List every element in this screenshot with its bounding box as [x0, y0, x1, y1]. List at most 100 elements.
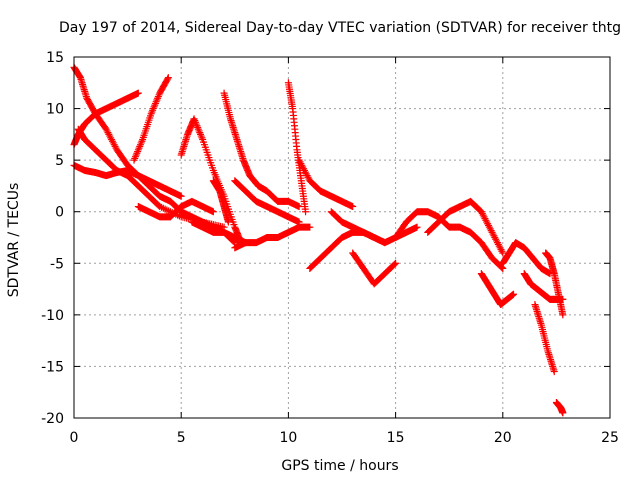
data-point — [559, 409, 567, 417]
data-point — [209, 208, 217, 216]
data-point — [349, 203, 357, 211]
data-series-arc-j — [220, 89, 303, 211]
y-tick-label: 10 — [46, 102, 64, 118]
data-series-arc-s — [424, 197, 507, 257]
data-point — [134, 89, 142, 97]
data-series-arc-n — [295, 156, 357, 211]
data-point — [190, 115, 198, 123]
data-point — [196, 130, 204, 138]
x-tick-label: 5 — [177, 430, 186, 446]
grid-layer — [74, 57, 610, 418]
data-point — [194, 125, 202, 133]
data-point — [152, 98, 160, 106]
data-point — [138, 137, 146, 145]
chart-title: Day 197 of 2014, Sidereal Day-to-day VTE… — [59, 20, 621, 36]
data-series-arc-k — [231, 177, 303, 226]
data-series-arc-y — [552, 399, 567, 417]
data-series-arc-h — [188, 218, 250, 247]
y-tick-label: -5 — [50, 256, 64, 272]
data-point — [306, 223, 314, 231]
data-series-arc-x — [542, 249, 567, 319]
data-series-arc-p — [327, 208, 421, 247]
y-tick-label: 0 — [55, 205, 64, 221]
data-point — [131, 154, 139, 162]
data-point — [193, 122, 201, 130]
x-tick-label: 15 — [387, 430, 405, 446]
data-point — [413, 223, 421, 231]
data-series-arc-q — [349, 249, 400, 288]
data-point — [151, 101, 159, 109]
data-point — [137, 139, 145, 147]
data-point — [392, 259, 400, 267]
data-point — [134, 148, 142, 156]
data-point — [391, 260, 399, 268]
data-series-arc-w — [531, 301, 558, 376]
data-series-arc-t — [477, 270, 518, 309]
data-point — [198, 134, 206, 142]
data-point — [134, 146, 142, 154]
data-point — [164, 74, 172, 82]
data-point — [510, 290, 518, 298]
x-tick-label: 0 — [70, 430, 79, 446]
x-tick-label: 10 — [279, 430, 297, 446]
data-series-arc-m — [284, 79, 310, 216]
data-point — [132, 151, 140, 159]
data-point — [133, 149, 141, 157]
data-point — [150, 103, 158, 111]
data-point — [131, 153, 139, 161]
data-series-arc-i — [209, 177, 232, 226]
data-point — [192, 120, 200, 128]
data-point — [154, 94, 162, 102]
data-series-arc-g — [177, 115, 245, 247]
data-point — [197, 132, 205, 140]
data-point — [153, 96, 161, 104]
data-point — [149, 105, 157, 113]
y-tick-label: -10 — [41, 308, 64, 324]
data-series-arc-u — [499, 239, 554, 278]
x-axis-label: GPS time / hours — [281, 458, 398, 474]
data-point — [155, 91, 163, 99]
data-point — [196, 129, 204, 137]
data-point — [136, 141, 144, 149]
plot-frame — [73, 56, 611, 419]
data-point — [149, 106, 157, 114]
data-series-arc-l — [231, 223, 314, 252]
data-point — [195, 127, 203, 135]
data-point — [191, 117, 199, 125]
data-point — [136, 142, 144, 150]
data-point — [194, 123, 202, 131]
data-point — [498, 247, 506, 255]
data-series-arc-d — [74, 125, 228, 231]
points-layer — [70, 63, 567, 417]
data-series-arc-b — [70, 161, 185, 200]
data-point — [224, 218, 232, 226]
data-point — [559, 311, 567, 319]
data-series-arc-r — [392, 208, 507, 272]
data-point — [148, 108, 156, 116]
data-point — [499, 249, 507, 257]
data-series-arc-e — [130, 74, 172, 164]
data-series-arc-f — [134, 197, 217, 221]
data-point — [550, 368, 558, 376]
y-tick-label: -20 — [41, 411, 64, 427]
data-point — [147, 110, 155, 118]
data-series-arc-a — [70, 63, 239, 247]
x-tick-label: 20 — [494, 430, 512, 446]
y-axis-label: SDTVAR / TECUs — [6, 183, 22, 298]
ticks-layer: 0 5 10 15 20 25 15 10 5 0 -5 -10 -15 -20 — [41, 50, 619, 446]
data-point — [151, 99, 159, 107]
data-point — [302, 208, 310, 216]
data-point — [154, 93, 162, 101]
y-tick-label: -15 — [41, 359, 64, 375]
data-series-arc-c — [70, 89, 142, 149]
data-point — [191, 118, 199, 126]
data-point — [498, 264, 506, 272]
data-point — [177, 192, 185, 200]
x-tick-label: 25 — [601, 430, 619, 446]
data-point — [130, 156, 138, 164]
data-point — [164, 75, 172, 83]
y-tick-label: 15 — [46, 50, 64, 66]
y-tick-label: 5 — [55, 153, 64, 169]
